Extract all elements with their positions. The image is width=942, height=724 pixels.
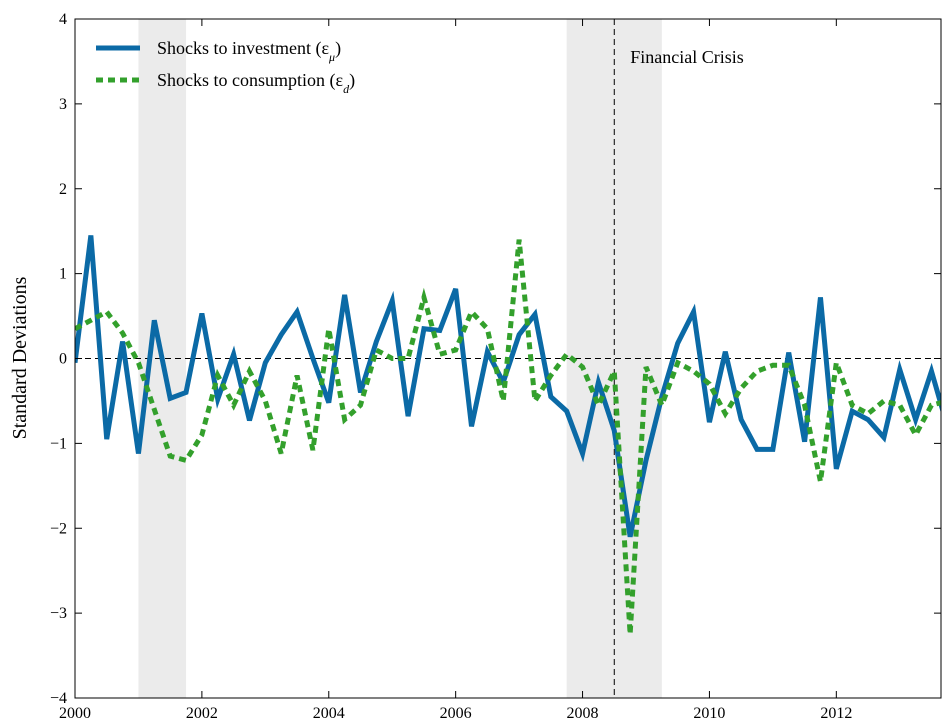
y-tick-label: −3 bbox=[50, 605, 67, 622]
legend-label: Shocks to consumption (εd) bbox=[157, 70, 355, 96]
x-tick-label: 2006 bbox=[440, 705, 472, 722]
y-tick-label: −2 bbox=[50, 520, 67, 537]
plot-background bbox=[75, 19, 941, 698]
y-tick-label: −1 bbox=[50, 435, 67, 452]
series-line bbox=[75, 239, 941, 635]
x-tick-label: 2004 bbox=[313, 705, 345, 722]
plot-lines bbox=[75, 235, 941, 635]
y-tick-label: 0 bbox=[59, 351, 67, 368]
y-tick-label: 3 bbox=[59, 96, 67, 113]
x-tick-label: 2000 bbox=[59, 705, 91, 722]
x-tick-label: 2010 bbox=[693, 705, 725, 722]
y-tick-label: 1 bbox=[59, 266, 67, 283]
series-line bbox=[75, 235, 941, 538]
x-tick-label: 2008 bbox=[567, 705, 599, 722]
y-tick-label: −4 bbox=[50, 690, 67, 707]
y-tick-label: 2 bbox=[59, 181, 67, 198]
y-axis-label: Standard Deviations bbox=[9, 276, 31, 439]
annotation: Financial Crisis bbox=[630, 47, 744, 67]
x-tick-label: 2002 bbox=[186, 705, 218, 722]
x-tick-label: 2012 bbox=[820, 705, 852, 722]
y-tick-label: 4 bbox=[59, 11, 67, 28]
